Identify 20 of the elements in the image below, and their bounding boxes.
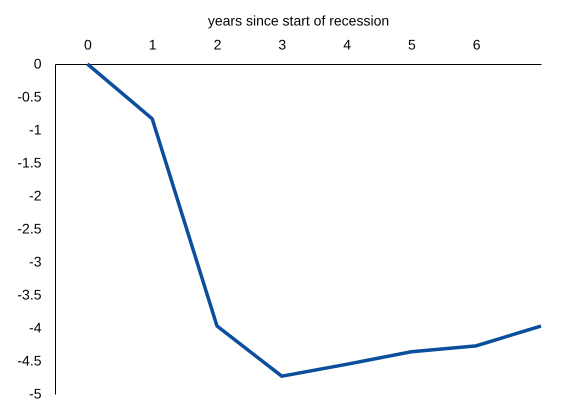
x-tick-label: 4: [343, 36, 352, 52]
x-tick-label: 6: [472, 36, 481, 52]
x-tick-label: 3: [278, 36, 286, 52]
line-series: [86, 62, 543, 378]
y-tick-label: -2.5: [17, 220, 42, 236]
y-tick-label: -4.5: [17, 352, 42, 368]
x-axis-title: years since start of recession: [208, 12, 390, 28]
y-tick-label: -3: [29, 254, 42, 270]
x-tick-label: 0: [84, 36, 92, 52]
x-tick-label: 1: [148, 36, 157, 52]
y-tick-label: -1: [29, 122, 42, 138]
y-tick-label: 0: [34, 56, 42, 72]
y-tick-label: -0.5: [17, 88, 42, 104]
y-tick-label: -3.5: [17, 286, 42, 302]
y-tick-label: -5: [29, 386, 42, 402]
y-tick-label: -2: [29, 188, 42, 204]
y-tick-label: -1.5: [17, 154, 42, 170]
y-tick-label: -4: [29, 320, 42, 336]
x-tick-label: 2: [214, 36, 222, 52]
x-tick-label: 5: [408, 36, 416, 52]
